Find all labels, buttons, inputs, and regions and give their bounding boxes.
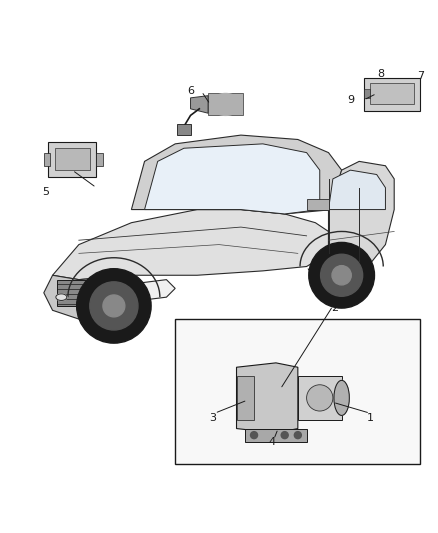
Ellipse shape (334, 381, 350, 415)
Bar (208, 93, 243, 115)
Polygon shape (245, 429, 307, 442)
Polygon shape (237, 363, 298, 433)
Circle shape (321, 254, 363, 296)
Bar (48, 142, 96, 177)
Circle shape (309, 243, 374, 308)
Text: 3: 3 (209, 413, 216, 423)
Text: 9: 9 (347, 95, 354, 105)
Bar (307, 199, 328, 209)
Bar (175, 319, 420, 464)
Text: 5: 5 (42, 187, 49, 197)
Circle shape (307, 385, 333, 411)
Bar (57, 280, 118, 306)
Polygon shape (131, 135, 342, 214)
Polygon shape (191, 96, 208, 113)
Text: 4: 4 (268, 437, 275, 447)
Polygon shape (145, 144, 320, 214)
Text: 1: 1 (367, 413, 374, 423)
Polygon shape (53, 209, 328, 280)
Circle shape (77, 269, 151, 343)
Ellipse shape (56, 294, 67, 301)
Bar (96, 152, 103, 166)
Polygon shape (118, 280, 175, 302)
Bar (370, 83, 414, 104)
Bar (298, 376, 342, 420)
Circle shape (90, 282, 138, 330)
Bar (364, 89, 370, 98)
Text: 8: 8 (378, 69, 385, 79)
Polygon shape (44, 275, 131, 319)
Polygon shape (328, 170, 385, 209)
Bar (55, 148, 90, 170)
Polygon shape (328, 161, 394, 275)
Ellipse shape (210, 93, 241, 115)
Circle shape (294, 432, 301, 439)
Text: 6: 6 (187, 86, 194, 96)
Circle shape (251, 432, 258, 439)
Bar (44, 152, 50, 166)
Bar (177, 124, 191, 135)
Bar (364, 78, 420, 111)
Circle shape (332, 265, 351, 285)
Circle shape (281, 432, 288, 439)
Circle shape (103, 295, 125, 317)
Bar (237, 376, 254, 420)
Text: 2: 2 (332, 303, 339, 313)
Text: 7: 7 (417, 71, 424, 81)
